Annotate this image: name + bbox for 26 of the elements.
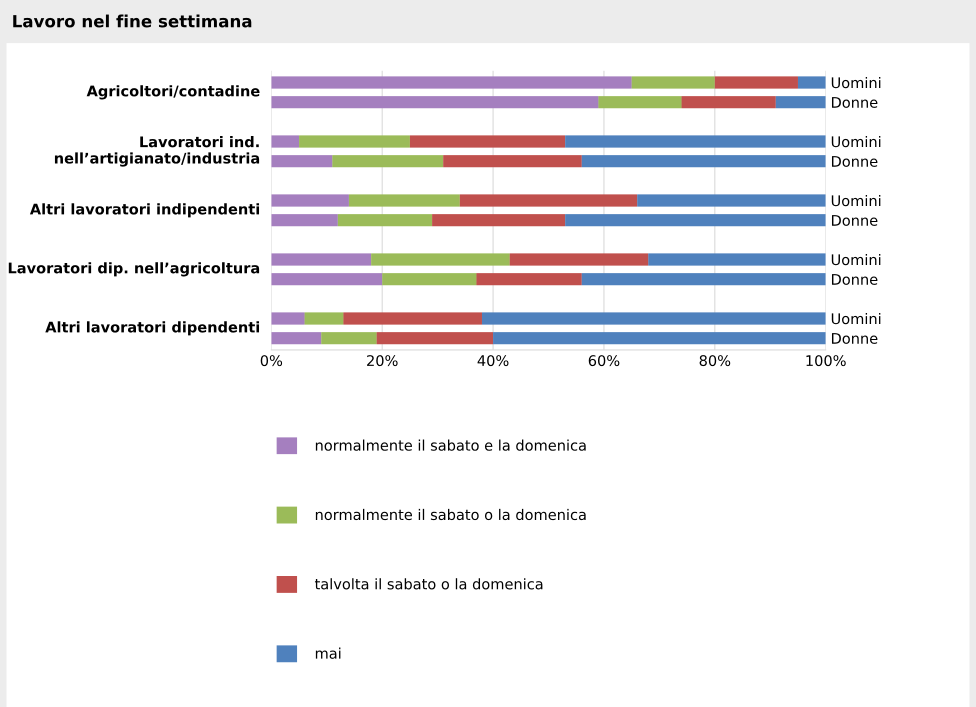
y-tick-label: Uomini: [832, 136, 880, 148]
legend-label: normalmente il sabato o la domenica: [316, 508, 586, 520]
y-tick-label: Uomini: [832, 76, 880, 88]
y-tick-label: Donne: [832, 274, 878, 285]
y-tick-label: Donne: [832, 333, 878, 344]
legend-label: mai: [316, 648, 340, 659]
y-tick-label: Donne: [832, 156, 878, 167]
x-tick-label: 0%: [260, 355, 282, 366]
x-tick-label: 100%: [806, 355, 846, 366]
y-tick-label: Uomini: [832, 194, 880, 206]
x-tick-label: 40%: [478, 355, 508, 366]
legend-label: talvolta il sabato o la domenica: [314, 578, 542, 590]
x-tick-label: 60%: [588, 355, 620, 366]
y-tick-label: Uomini: [832, 254, 880, 266]
x-tick-label: 80%: [700, 355, 730, 366]
text: Agricoltori/contadine: [86, 85, 260, 100]
x-tick-label: 20%: [367, 355, 398, 366]
text: Lavoratori ind. nell’artigianato/industria: [54, 136, 260, 167]
text: Altri lavoratori dipendenti: [45, 321, 260, 336]
y-tick-label: Donne: [832, 97, 878, 108]
y-tick-label: Donne: [832, 215, 878, 226]
text: Lavoratori dip. nell’agricoltura: [8, 262, 260, 276]
text: Altri lavoratori indipendenti: [30, 203, 260, 218]
y-tick-label: Uomini: [832, 312, 880, 324]
text: Lavoro nel fine settimana: [13, 14, 252, 28]
legend-label: normalmente il sabato e la domenica: [316, 440, 586, 451]
